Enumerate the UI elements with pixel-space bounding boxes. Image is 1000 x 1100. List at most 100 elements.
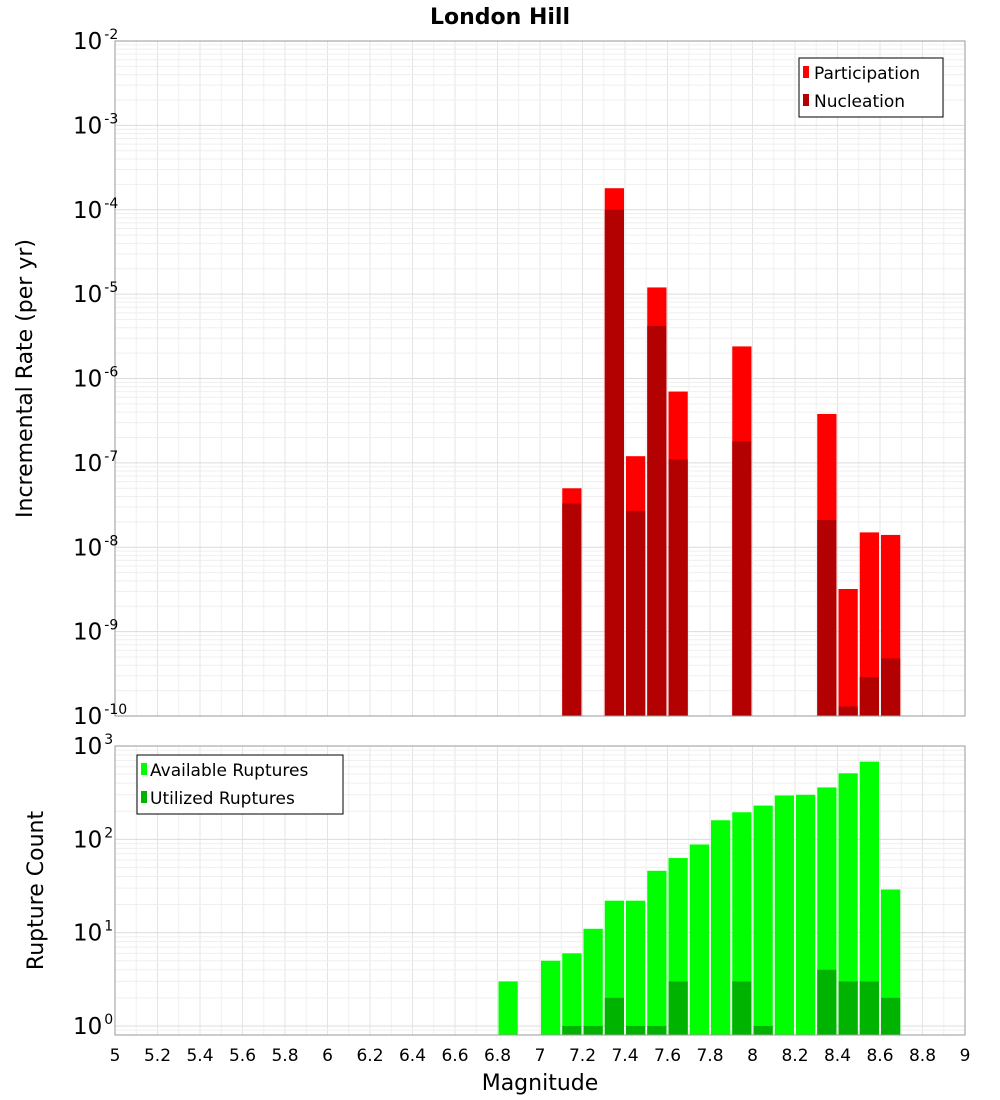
available-ruptures-bar — [498, 981, 518, 1035]
utilized-ruptures-bar — [562, 1025, 582, 1035]
participation-bar — [859, 532, 879, 716]
utilized-ruptures-bar — [838, 981, 858, 1035]
top-grid — [114, 40, 966, 717]
x-tick-label: 6.6 — [441, 1046, 468, 1066]
legend-label-participation: Participation — [814, 64, 920, 84]
x-tick-label: 7.8 — [696, 1046, 723, 1066]
utilized-ruptures-bar — [604, 997, 624, 1035]
top-plot-frame — [114, 40, 966, 717]
available-ruptures-bar — [689, 844, 709, 1035]
available-ruptures-bar — [647, 870, 667, 1035]
x-tick-label: 7.4 — [611, 1046, 638, 1066]
x-tick-label: 8.6 — [866, 1046, 893, 1066]
y-tick-label: 10 -3 — [73, 111, 118, 139]
available-ruptures-bar — [583, 928, 603, 1035]
y-tick-label: 10 -7 — [73, 449, 118, 477]
legend-label-available-ruptures: Available Ruptures — [150, 761, 308, 781]
legend-swatch-nucleation — [803, 94, 809, 106]
utilized-ruptures-bar — [668, 981, 688, 1035]
x-tick-label: 5.2 — [144, 1046, 171, 1066]
y-tick-label: 10 -10 — [73, 702, 127, 730]
y-tick-label: 10 -5 — [73, 280, 118, 308]
available-ruptures-bar — [732, 812, 752, 1035]
bottom-grid — [114, 745, 966, 1036]
utilized-ruptures-bar — [647, 1025, 667, 1035]
x-tick-label: 6 — [322, 1046, 333, 1066]
chart-title: London Hill — [430, 5, 570, 30]
utilized-ruptures-bar — [626, 1025, 646, 1035]
available-ruptures-bar — [562, 953, 582, 1035]
x-tick-label: 6.8 — [484, 1046, 511, 1066]
nucleation-bar — [859, 676, 879, 716]
x-tick-label: 7.2 — [569, 1046, 596, 1066]
bottom-legend: Available Ruptures Utilized Ruptures — [136, 754, 344, 815]
legend-label-nucleation: Nucleation — [814, 92, 905, 112]
bottom-plot-frame — [114, 745, 966, 1036]
x-tick-label: 8 — [747, 1046, 758, 1066]
x-tick-label: 7.6 — [654, 1046, 681, 1066]
utilized-ruptures-bar — [753, 1025, 773, 1035]
y-tick-label: 10 0 — [73, 1012, 113, 1040]
available-ruptures-bar — [859, 761, 879, 1035]
legend-label-utilized-ruptures: Utilized Ruptures — [150, 789, 295, 809]
top-y-tick-labels: 10-10 10-9 10-8 10-7 10-6 10-5 10-4 10-3 10-2 — [73, 27, 127, 730]
x-tick-label: 5 — [110, 1046, 121, 1066]
nucleation-bar — [647, 325, 667, 716]
nucleation-bar — [881, 658, 901, 716]
available-ruptures-bars — [498, 761, 901, 1035]
y-tick-label: 10 3 — [73, 732, 113, 760]
available-ruptures-bar — [711, 820, 731, 1035]
available-ruptures-bar — [753, 805, 773, 1035]
x-tick-label: 5.4 — [186, 1046, 213, 1066]
nucleation-bar — [626, 510, 646, 716]
utilized-ruptures-bar — [583, 1025, 603, 1035]
x-tick-label: 8.2 — [781, 1046, 808, 1066]
y-tick-label: 10 -2 — [73, 27, 118, 55]
x-tick-label: 8.4 — [824, 1046, 851, 1066]
bottom-legend-box — [136, 754, 344, 815]
utilized-ruptures-bar — [817, 969, 837, 1035]
x-tick-label: 9 — [960, 1046, 971, 1066]
utilized-ruptures-bar — [859, 981, 879, 1035]
top-legend-box — [798, 57, 944, 118]
top-y-axis-label: Incremental Rate (per yr) — [13, 239, 38, 518]
y-tick-label: 10 2 — [73, 825, 113, 853]
utilized-ruptures-bar — [881, 997, 901, 1035]
available-ruptures-bar — [774, 795, 794, 1035]
available-ruptures-bar — [838, 773, 858, 1035]
x-tick-labels: 5 5.2 5.4 5.6 5.8 6 6.2 6.4 6.6 6.8 7 7.2 7.4 7.6 7.8 8… — [110, 1046, 971, 1066]
y-tick-label: 10 1 — [73, 919, 113, 947]
x-tick-label: 5.6 — [229, 1046, 256, 1066]
y-tick-label: 10 -4 — [73, 196, 118, 224]
nucleation-bar — [604, 209, 624, 716]
top-legend: Participation Nucleation — [798, 57, 944, 118]
bottom-y-axis-label: Rupture Count — [24, 811, 49, 971]
utilized-ruptures-bar — [732, 981, 752, 1035]
x-axis-label: Magnitude — [482, 1071, 599, 1096]
nucleation-bar — [838, 706, 858, 716]
legend-swatch-utilized-ruptures — [141, 791, 147, 803]
nucleation-bars — [562, 209, 901, 716]
y-tick-label: 10 -8 — [73, 533, 118, 561]
legend-swatch-available-ruptures — [141, 763, 147, 775]
available-ruptures-bar — [796, 794, 816, 1035]
nucleation-bar — [562, 503, 582, 716]
legend-swatch-participation — [803, 66, 809, 78]
x-tick-label: 6.2 — [356, 1046, 383, 1066]
nucleation-bar — [732, 441, 752, 716]
available-ruptures-bar — [541, 960, 561, 1035]
y-tick-label: 10 -9 — [73, 618, 118, 646]
x-tick-label: 5.8 — [271, 1046, 298, 1066]
utilized-ruptures-bars — [562, 969, 901, 1035]
x-tick-label: 8.8 — [909, 1046, 936, 1066]
top-plot-panel: 10-10 10-9 10-8 10-7 10-6 10-5 10-4 10-3 10-2 In… — [13, 27, 966, 730]
available-ruptures-bar — [626, 900, 646, 1035]
nucleation-bar — [817, 520, 837, 716]
participation-bar — [838, 589, 858, 716]
nucleation-bar — [668, 459, 688, 716]
x-tick-label: 7 — [535, 1046, 546, 1066]
